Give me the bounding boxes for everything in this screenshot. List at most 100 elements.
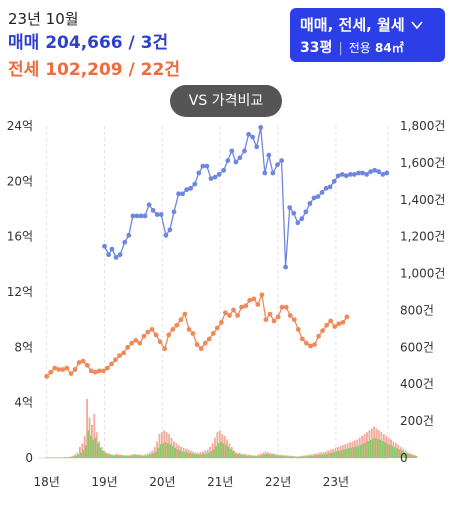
sale_volume-bar bbox=[257, 454, 260, 458]
jeonse_volume-bar bbox=[53, 457, 56, 458]
sale-point bbox=[167, 227, 173, 233]
jeonse-point bbox=[304, 340, 309, 346]
jeonse-point bbox=[105, 365, 110, 371]
sale_volume-bar bbox=[337, 446, 339, 458]
right-tick-label: 400건 bbox=[400, 377, 434, 391]
jeonse-point bbox=[101, 368, 106, 374]
jeonse_volume-bar bbox=[109, 454, 111, 458]
jeonse_volume-bar bbox=[251, 455, 254, 458]
sale_volume-bar bbox=[247, 454, 250, 458]
jeonse-point bbox=[344, 314, 350, 320]
sale_volume-bar bbox=[407, 452, 409, 458]
sale_volume-bar bbox=[132, 454, 134, 458]
sale_volume-bar bbox=[175, 443, 178, 458]
jeonse_volume-bar bbox=[297, 456, 300, 458]
sale_volume-bar bbox=[332, 448, 335, 458]
sale_volume-bar bbox=[119, 454, 122, 458]
right-tick-label: 1,800건 bbox=[400, 119, 445, 133]
jeonse-point bbox=[133, 338, 139, 343]
sale_volume-bar bbox=[341, 445, 344, 458]
jeonse-point bbox=[320, 328, 325, 334]
right-tick-label: 1,000건 bbox=[400, 267, 445, 281]
sale-point bbox=[311, 195, 317, 201]
jeonse_volume-bar bbox=[101, 450, 104, 458]
sale-point bbox=[258, 125, 264, 130]
sale_volume-bar bbox=[185, 448, 187, 458]
sale-value: 204,666 / 3건 bbox=[45, 33, 169, 53]
sale_volume-bar bbox=[366, 432, 368, 458]
sale_volume-bar bbox=[136, 454, 139, 458]
jeonse_volume-bar bbox=[362, 443, 365, 458]
sale_volume-bar bbox=[206, 449, 209, 458]
jeonse_volume-bar bbox=[388, 444, 391, 458]
sale-point bbox=[348, 172, 353, 177]
jeonse-point bbox=[186, 327, 192, 332]
jeonse-point bbox=[76, 360, 82, 365]
sale_volume-bar bbox=[100, 446, 103, 458]
right-tick-label: 1,200건 bbox=[400, 230, 445, 244]
transaction-type-selector[interactable]: 매매, 전세, 월세 33평 | 전용 84㎡ bbox=[290, 8, 445, 62]
sale_volume-bar bbox=[250, 455, 253, 458]
jeonse_volume-bar bbox=[150, 454, 152, 458]
sale-point bbox=[102, 243, 107, 249]
jeonse_volume-bar bbox=[263, 454, 266, 458]
jeonse_volume-bar bbox=[215, 446, 218, 458]
jeonse_volume-bar bbox=[94, 437, 97, 458]
jeonse-value: 102,209 / 22건 bbox=[45, 60, 180, 80]
jeonse_volume-bar bbox=[357, 445, 360, 458]
sale_volume-bar bbox=[276, 454, 279, 458]
sale_volume-bar bbox=[223, 435, 226, 458]
sale-point bbox=[130, 213, 136, 219]
sale-label: 매매 bbox=[8, 33, 40, 53]
jeonse-point bbox=[316, 333, 321, 339]
sale_volume-bar bbox=[230, 446, 233, 458]
sale_volume-bar bbox=[262, 452, 265, 458]
jeonse_volume-bar bbox=[369, 439, 372, 458]
sale-point bbox=[376, 169, 382, 175]
jeonse_volume-bar bbox=[130, 455, 133, 458]
jeonse_volume-bar bbox=[396, 448, 398, 458]
jeonse_volume-bar bbox=[277, 455, 280, 458]
sale-point bbox=[368, 169, 373, 175]
jeonse-point bbox=[56, 367, 62, 372]
jeonse-point bbox=[44, 374, 50, 379]
sale-point bbox=[196, 170, 202, 176]
sale-point bbox=[352, 172, 357, 177]
sale_volume-bar bbox=[240, 453, 243, 458]
sale_volume-bar bbox=[50, 457, 52, 458]
jeonse_volume-bar bbox=[56, 457, 58, 459]
jeonse-point bbox=[60, 367, 66, 372]
jeonse-point bbox=[324, 322, 330, 328]
jeonse_volume-bar bbox=[347, 448, 350, 458]
sale_volume-bar bbox=[160, 432, 163, 458]
jeonse_volume-bar bbox=[236, 454, 239, 458]
right-tick-label: 1,400건 bbox=[400, 193, 445, 207]
pyeong-value: 33평 bbox=[300, 40, 333, 56]
sale-point bbox=[142, 213, 148, 219]
jeonse_volume-bar bbox=[359, 444, 362, 458]
sale_volume-bar bbox=[312, 453, 315, 458]
jeonse_volume-bar bbox=[135, 455, 138, 458]
jeonse_volume-bar bbox=[200, 454, 203, 458]
x-tick-label: 19년 bbox=[91, 475, 117, 489]
jeonse_volume-bar bbox=[179, 450, 181, 458]
jeonse-point bbox=[149, 327, 155, 332]
jeonse_volume-bar bbox=[210, 451, 213, 458]
compare-price-button[interactable]: VS 가격비교 bbox=[170, 85, 282, 117]
right-axis-labels: 0 200건 400건 600건 800건 1,000건 1,200건 1,400건 1,600… bbox=[400, 119, 445, 465]
sale_volume-bar bbox=[404, 450, 407, 458]
sale-point bbox=[339, 172, 345, 177]
sale_volume-bar bbox=[95, 432, 98, 458]
selector-types: 매매, 전세, 월세 bbox=[300, 13, 435, 37]
x-tick-label: 20년 bbox=[149, 475, 175, 489]
sale-point bbox=[208, 176, 214, 182]
sale_volume-bar bbox=[62, 457, 64, 458]
sale_volume-bar bbox=[303, 455, 306, 458]
jeonse-point bbox=[145, 329, 151, 335]
jeonse_volume-bar bbox=[413, 455, 415, 458]
jeonse-point bbox=[312, 342, 317, 347]
sale-point bbox=[233, 159, 239, 165]
jeonse-point bbox=[72, 367, 78, 372]
jeonse_volume-bar bbox=[338, 450, 341, 458]
